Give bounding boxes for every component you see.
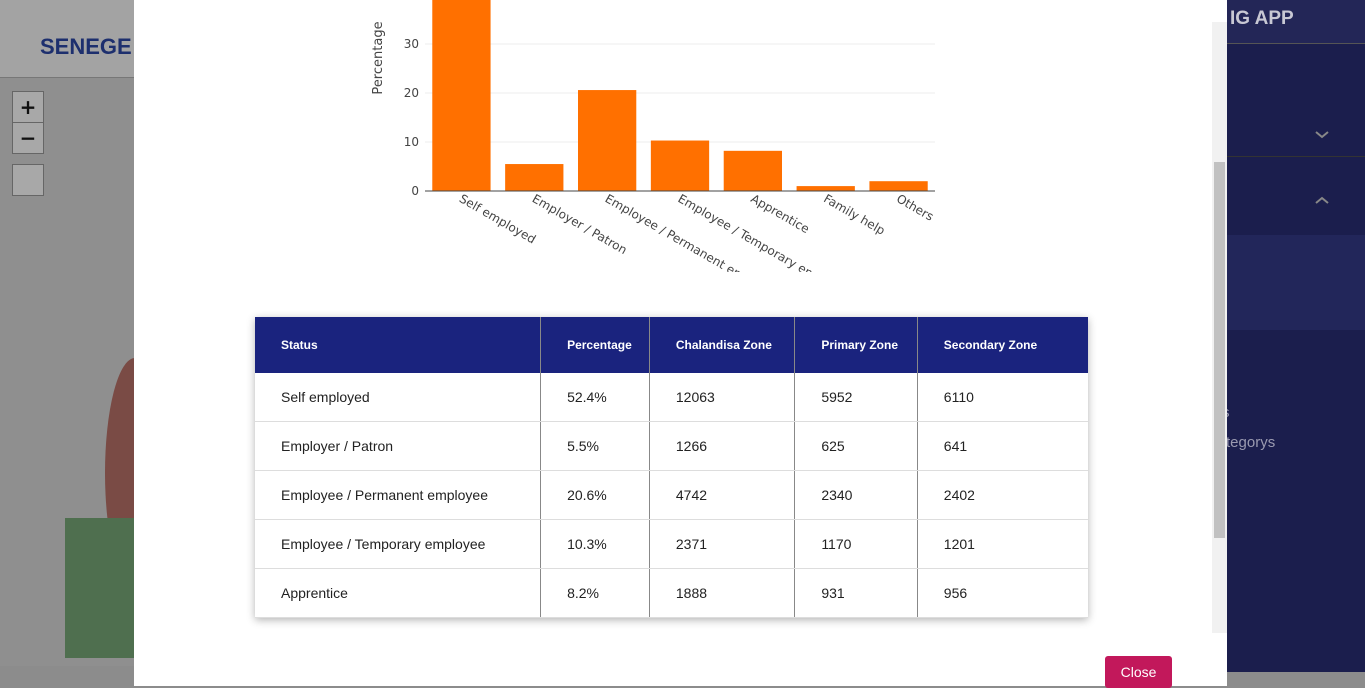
table-cell: Apprentice <box>255 568 541 618</box>
table-cell: 2402 <box>916 470 1088 520</box>
y-tick-label: 40 <box>404 0 419 2</box>
sidebar: IG APP s tegorys <box>1222 0 1365 672</box>
locate-button[interactable] <box>12 164 44 196</box>
x-tick-label: Family help <box>821 191 887 237</box>
bar <box>650 140 710 191</box>
table-cell: 12063 <box>648 373 795 422</box>
table-cell: Self employed <box>255 373 541 422</box>
table-row: Apprentice 8.2% 1888 931 956 <box>255 568 1088 618</box>
x-tick-label: Self employed <box>457 191 538 246</box>
header-cell: Status <box>255 317 541 373</box>
header-bar: SENEGE <box>0 0 134 78</box>
table-cell: 5952 <box>794 373 918 422</box>
table-cell: 1888 <box>648 568 795 618</box>
zoom-out[interactable]: − <box>12 122 44 154</box>
zoom-in[interactable]: + <box>12 91 44 123</box>
menu-item[interactable] <box>1227 110 1365 157</box>
map-park <box>65 518 134 658</box>
table-cell: 20.6% <box>540 470 650 520</box>
y-tick-label: 20 <box>404 86 419 100</box>
y-axis-title: Percentage <box>371 21 386 94</box>
table-cell: 2371 <box>648 519 795 569</box>
bar <box>796 186 855 191</box>
table-cell: 6110 <box>916 373 1088 422</box>
map: + − <box>0 78 165 666</box>
table-row: Employee / Permanent employee 20.6% 4742 23… <box>255 470 1088 520</box>
table-cell: 625 <box>794 421 918 471</box>
table-cell: 641 <box>916 421 1088 471</box>
header-cell: Chalandisa Zone <box>648 317 795 373</box>
scroll-area: 01020304050PercentageSelf employedEmploy… <box>134 0 1212 633</box>
x-tick-label: Others <box>894 191 936 223</box>
header-cell: Primary Zone <box>794 317 918 373</box>
table-cell: Employee / Permanent employee <box>255 470 541 520</box>
table-cell: 2340 <box>794 470 918 520</box>
table-row: Employee / Temporary employee 10.3% 2371 11… <box>255 519 1088 569</box>
bar <box>432 0 491 192</box>
header-cell: Percentage <box>540 317 650 373</box>
sidebar-text: tegorys <box>1226 434 1276 451</box>
header-row: Status Percentage Chalandisa Zone Primary Z… <box>255 317 1088 373</box>
table-cell: 1201 <box>916 519 1088 569</box>
table-cell: 1266 <box>648 421 795 471</box>
table-cell: 4742 <box>648 470 795 520</box>
modal: 01020304050PercentageSelf employedEmploy… <box>134 0 1227 688</box>
table-row: Self employed 52.4% 12063 5952 6110 <box>255 373 1088 422</box>
y-tick-label: 30 <box>404 37 419 51</box>
table-cell: 5.5% <box>540 421 650 471</box>
scroll-thumb[interactable] <box>1214 162 1225 538</box>
table-cell: 8.2% <box>540 568 650 618</box>
sidebar-top <box>1227 0 1365 44</box>
table-cell: 10.3% <box>540 519 650 569</box>
table-cell: Employee / Temporary employee <box>255 519 541 569</box>
bar <box>578 90 637 191</box>
logo-text: SENEGE <box>40 34 132 59</box>
table-cell: 52.4% <box>540 373 650 422</box>
bar <box>869 181 928 191</box>
table-cell: 1170 <box>794 519 918 569</box>
submenu <box>1227 235 1365 330</box>
data-table: Status Percentage Chalandisa Zone Primary Z… <box>255 317 1088 618</box>
table-cell: 956 <box>916 568 1088 618</box>
table-row: Employer / Patron 5.5% 1266 625 641 <box>255 421 1088 471</box>
header-cell: Secondary Zone <box>916 317 1088 373</box>
y-tick-label: 0 <box>411 184 419 198</box>
app-title: IG APP <box>1230 8 1294 29</box>
y-tick-label: 10 <box>404 135 419 149</box>
table-cell: Employer / Patron <box>255 421 541 471</box>
table-cell: 931 <box>794 568 918 618</box>
chart: 01020304050PercentageSelf employedEmploy… <box>371 0 936 272</box>
bar <box>723 150 782 191</box>
bar <box>505 164 564 191</box>
close-button[interactable]: Close <box>1105 656 1172 688</box>
chevron-icons <box>1315 131 1329 204</box>
scrollbar[interactable] <box>1212 22 1227 633</box>
x-tick-label: Apprentice <box>748 191 811 236</box>
